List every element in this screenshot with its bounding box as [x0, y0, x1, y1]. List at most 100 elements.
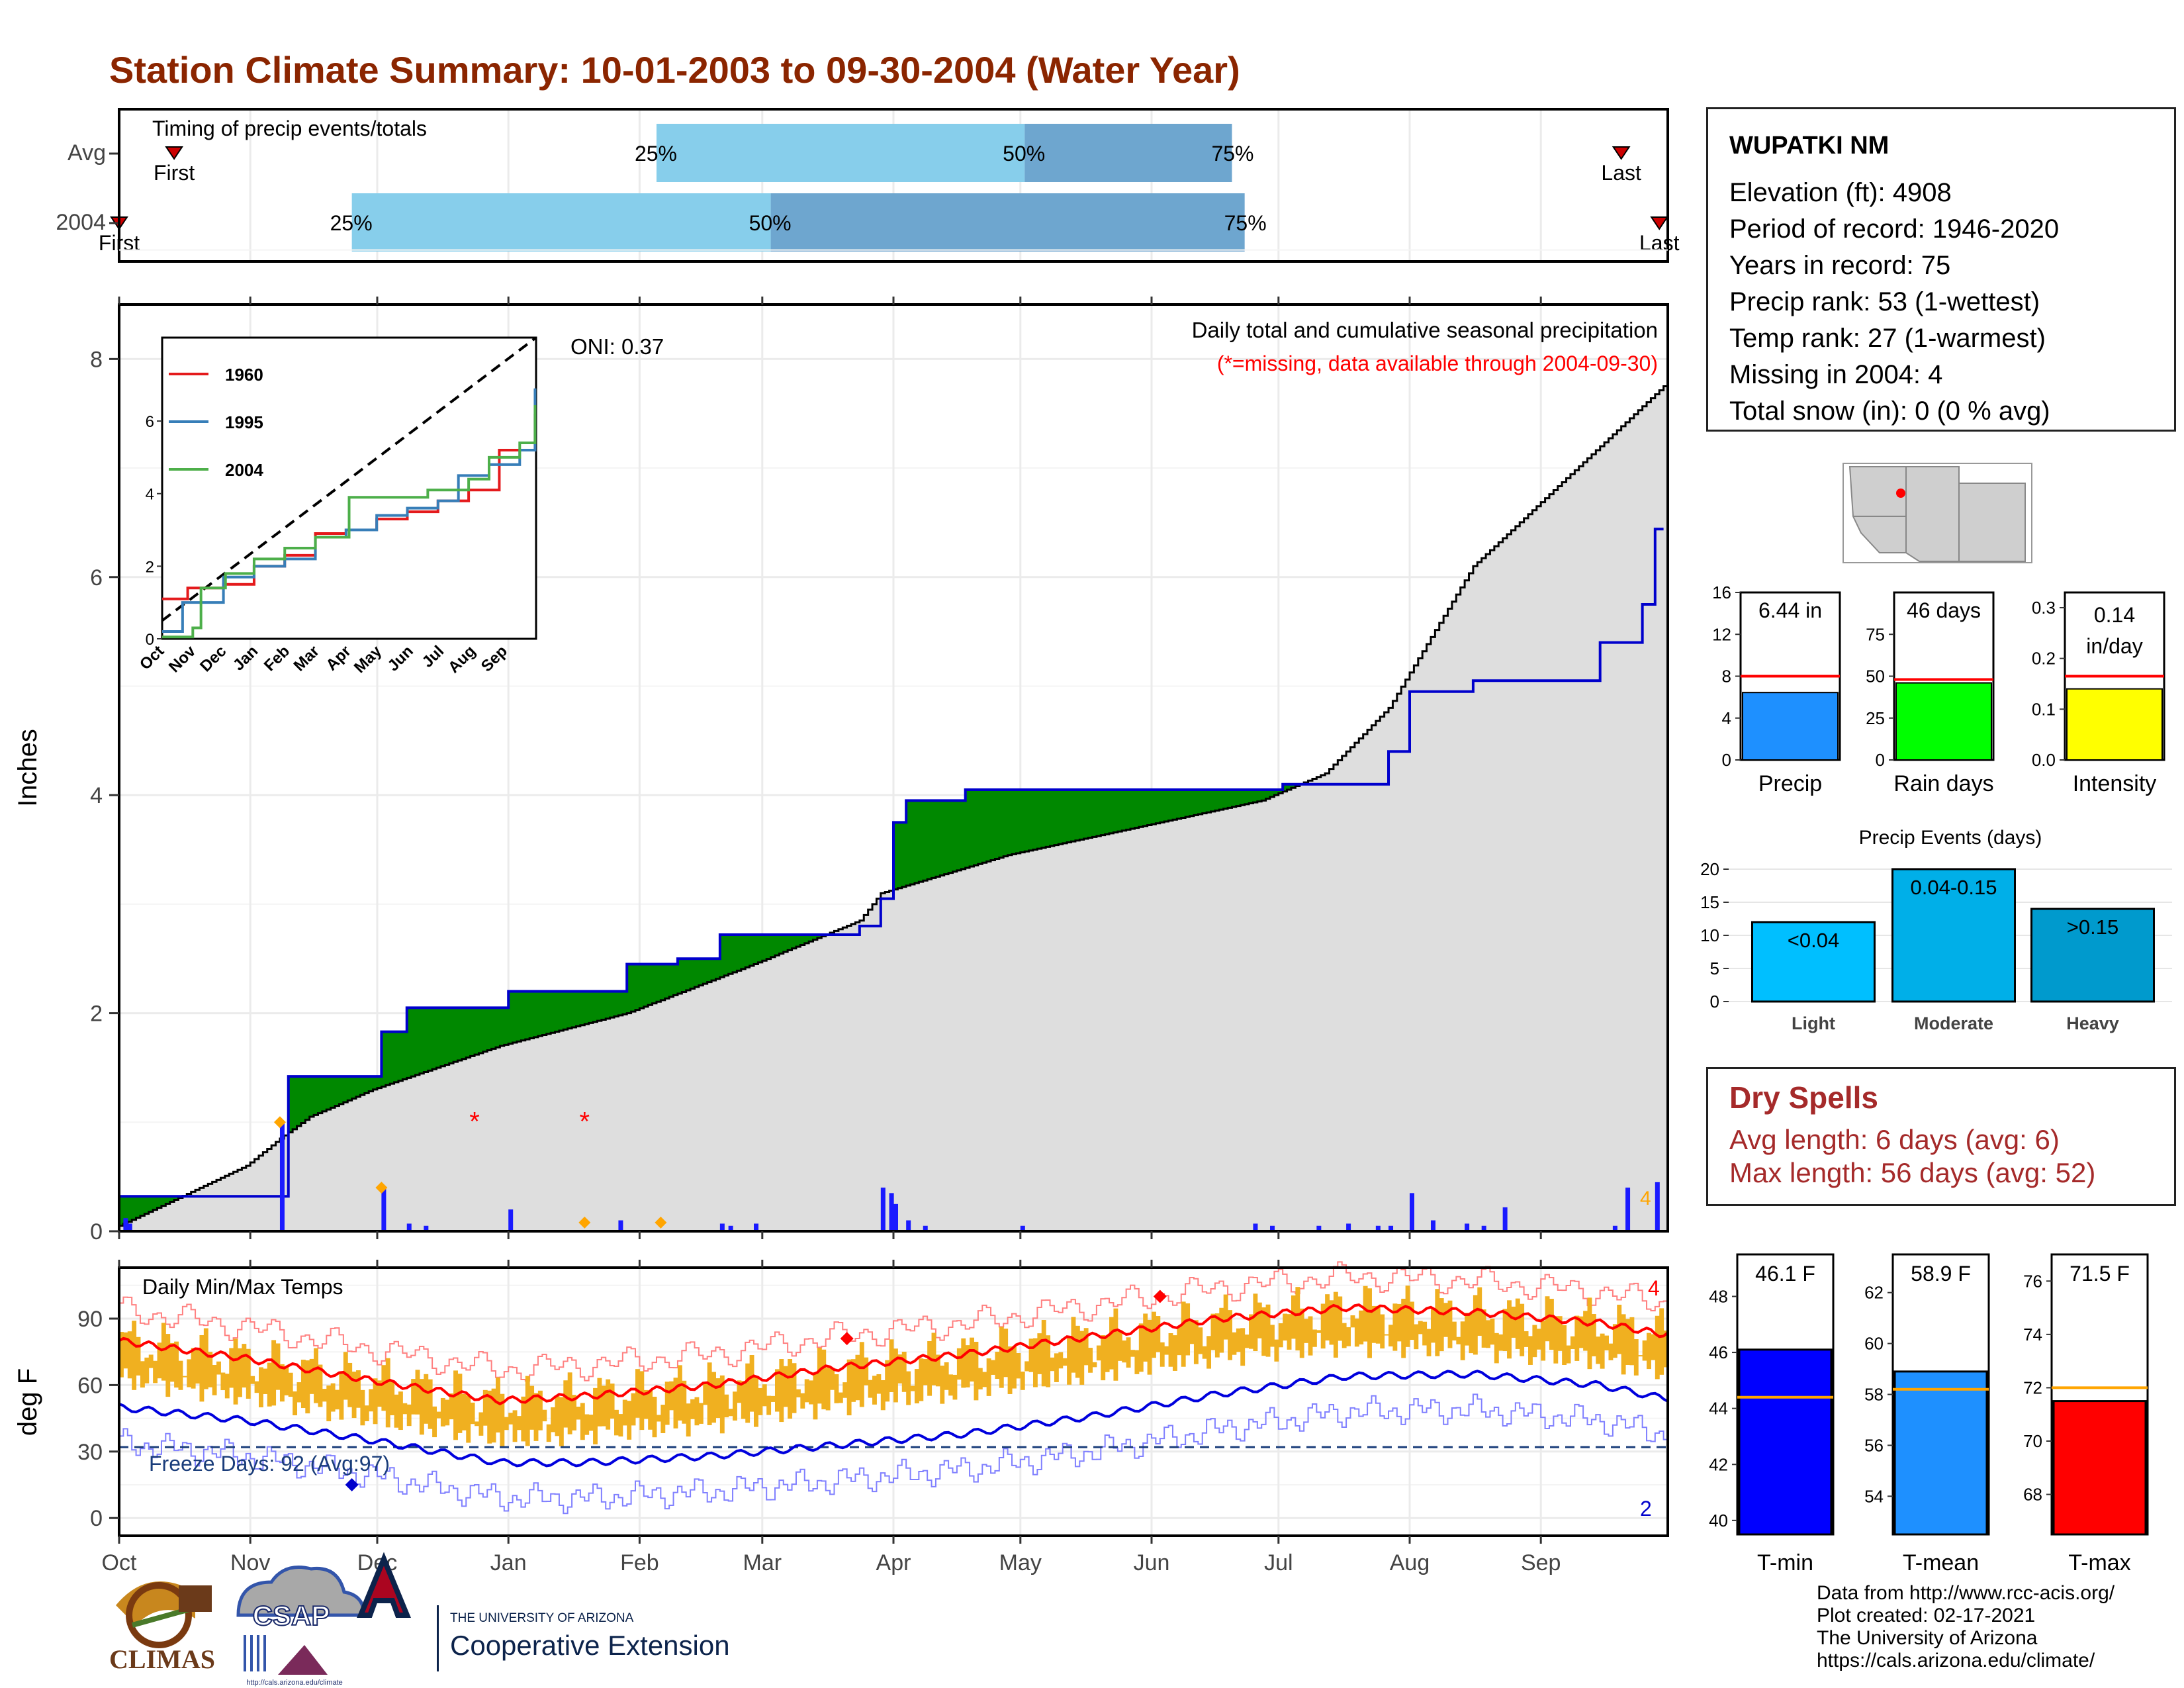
pctl-50-label: 50%	[1003, 142, 1045, 165]
precip-departure-fill	[982, 789, 987, 863]
daily-temp-bar	[1032, 1338, 1038, 1387]
precip-departure-fill	[567, 991, 572, 1029]
daily-temp-bar	[1354, 1318, 1359, 1347]
temp-ytick-label: 90	[77, 1307, 103, 1332]
summary-bar	[1895, 682, 1992, 761]
events-ytick-label: 15	[1700, 892, 1719, 912]
oni-label: ONI: 0.37	[570, 334, 664, 359]
daily-temp-bar	[364, 1405, 369, 1421]
first-event-label: First	[154, 161, 195, 185]
daily-temp-bar	[1553, 1316, 1559, 1364]
precip-departure-fill	[157, 1196, 162, 1208]
daily-temp-bar	[123, 1332, 128, 1369]
precip-departure-fill	[1160, 789, 1165, 823]
precip-departure-fill	[995, 789, 1000, 859]
daily-temp-bar	[733, 1391, 737, 1421]
daily-temp-bar	[148, 1354, 154, 1368]
precip-departure-fill	[1092, 789, 1097, 837]
daily-precip-bar	[406, 1223, 412, 1231]
precip-ytick-label: 8	[90, 347, 103, 372]
precip-departure-fill	[415, 1008, 420, 1075]
daily-temp-bar	[1608, 1343, 1614, 1360]
daily-temp-bar	[445, 1399, 450, 1426]
precip-departure-fill	[707, 959, 712, 982]
precip-departure-fill	[758, 935, 763, 962]
precip-departure-fill	[144, 1196, 150, 1214]
timing-row-avg: Avg	[68, 140, 106, 165]
precip-departure-fill	[537, 991, 543, 1037]
daily-temp-bar	[1117, 1330, 1122, 1361]
daily-temp-bar	[1414, 1324, 1419, 1350]
month-label: Sep	[1521, 1550, 1561, 1575]
temp-summary-bar	[1738, 1348, 1833, 1536]
daily-temp-bar	[339, 1372, 344, 1420]
temp-summary-label: T-max	[2068, 1550, 2130, 1575]
precip-header: Daily total and cumulative seasonal prec…	[1192, 318, 1658, 342]
daily-temp-bar	[796, 1389, 801, 1397]
precip-departure-fill	[516, 991, 522, 1042]
daily-precip-bar	[880, 1188, 886, 1231]
precip-departure-fill	[1236, 789, 1241, 806]
precip-departure-fill	[927, 800, 933, 880]
precip-departure-fill	[961, 800, 966, 869]
daily-temp-bar	[466, 1395, 471, 1443]
daily-temp-bar	[347, 1362, 353, 1407]
daily-temp-bar	[1498, 1334, 1504, 1351]
daily-temp-bar	[1075, 1325, 1080, 1378]
events-category-label: Moderate	[1914, 1013, 1993, 1033]
daily-precip-bar	[1253, 1223, 1258, 1231]
station-line: Elevation (ft): 4908	[1729, 178, 1952, 207]
daily-temp-bar	[1359, 1310, 1364, 1344]
inset-ytick-label: 4	[146, 486, 154, 504]
daily-temp-bar	[948, 1374, 954, 1396]
summary-value-label: 46 days	[1907, 598, 1981, 622]
location-map	[1843, 463, 2032, 563]
daily-temp-bar	[1270, 1325, 1275, 1347]
daily-temp-bar	[1536, 1329, 1541, 1350]
precip-departure-fill	[648, 964, 653, 1006]
summary-bar-label: Intensity	[2073, 771, 2157, 796]
daily-temp-bar	[165, 1334, 171, 1397]
precip-departure-fill	[356, 1076, 361, 1097]
inset-legend-label: 1995	[225, 412, 263, 432]
events-ytick-label: 20	[1700, 859, 1719, 879]
precip-departure-fill	[1177, 789, 1182, 819]
daily-temp-bar	[1181, 1301, 1186, 1367]
precip-departure-fill	[445, 1008, 450, 1065]
missing-count: 4	[1640, 1188, 1651, 1209]
precip-departure-fill	[694, 959, 700, 988]
daily-temp-bar	[567, 1372, 572, 1434]
month-label: May	[999, 1550, 1042, 1575]
precip-departure-fill	[991, 789, 996, 861]
csap-logo: CSAP http://cals.arizona.edu/climate	[236, 1566, 366, 1687]
daily-temp-bar	[199, 1335, 205, 1402]
daily-temp-bar	[572, 1395, 576, 1430]
daily-temp-bar	[546, 1424, 551, 1442]
precip-departure-fill	[546, 991, 551, 1034]
summary-value-label: 0.14	[2094, 603, 2135, 627]
daily-precip-bar	[1346, 1223, 1351, 1231]
precip-departure-fill	[1067, 789, 1072, 843]
daily-temp-bar	[1392, 1303, 1398, 1351]
daily-temp-bar	[673, 1378, 678, 1429]
precip-departure-fill	[305, 1076, 310, 1120]
daily-temp-bar	[402, 1403, 408, 1415]
daily-temp-bar	[1109, 1317, 1114, 1370]
precip-departure-fill	[762, 935, 767, 961]
precip-departure-fill	[978, 789, 983, 865]
pctl-25-50-bar	[351, 193, 771, 252]
precip-departure-fill	[551, 991, 556, 1033]
temp-summary-ytick-label: 56	[1864, 1435, 1884, 1455]
daily-temp-bar	[1320, 1303, 1326, 1349]
daily-temp-bar	[1375, 1305, 1381, 1344]
daily-temp-bar	[161, 1323, 166, 1381]
daily-temp-bar	[1088, 1348, 1093, 1373]
daily-temp-bar	[1083, 1328, 1089, 1366]
daily-temp-bar	[703, 1383, 708, 1405]
daily-temp-bar	[1647, 1333, 1651, 1370]
daily-temp-bar	[1617, 1304, 1622, 1354]
daily-temp-bar	[855, 1354, 860, 1401]
precip-departure-fill	[669, 964, 674, 997]
daily-temp-bar	[1587, 1297, 1592, 1370]
daily-temp-bar	[809, 1380, 814, 1405]
